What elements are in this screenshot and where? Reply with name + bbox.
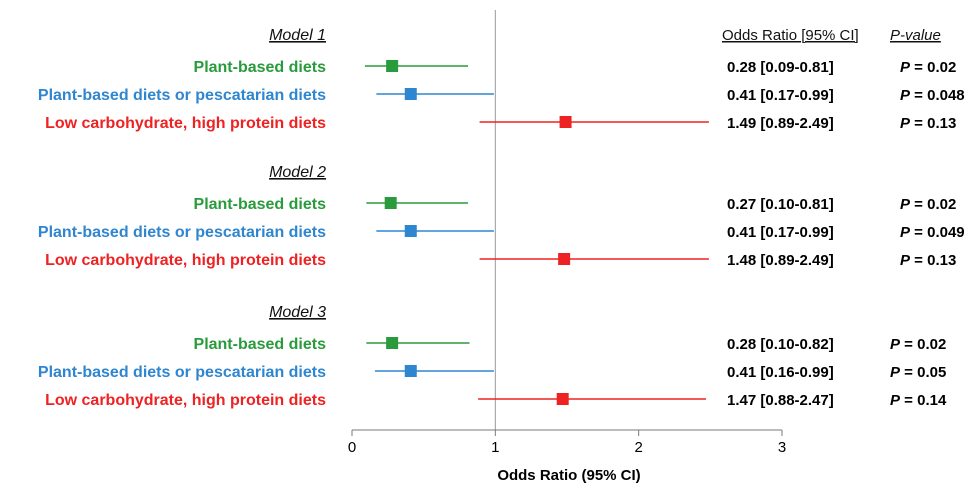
odds-ratio-value: 0.27 [0.10-0.81] (727, 196, 834, 213)
p-value: P = 0.05 (890, 364, 946, 381)
point-estimate (386, 60, 399, 72)
odds-ratio-value: 1.49 [0.89-2.49] (727, 115, 834, 132)
p-value: P = 0.02 (890, 336, 946, 353)
point-estimate (384, 197, 397, 209)
point-estimate (386, 337, 399, 349)
row-label: Low carbohydrate, high protein diets (45, 392, 326, 409)
odds-ratio-value: 0.41 [0.16-0.99] (727, 364, 834, 381)
point-estimate (556, 393, 569, 405)
p-value: P = 0.02 (900, 196, 956, 213)
x-tick-label: 1 (491, 439, 499, 456)
row-label: Plant-based diets or pescatarian diets (38, 224, 326, 241)
p-column-header: P-value (890, 27, 941, 44)
row-label: Plant-based diets (194, 196, 327, 213)
p-value: P = 0.13 (900, 115, 956, 132)
p-value: P = 0.02 (900, 59, 956, 76)
row-label: Plant-based diets or pescatarian diets (38, 87, 326, 104)
p-value: P = 0.049 (900, 224, 965, 241)
p-value: P = 0.048 (900, 87, 965, 104)
x-tick-label: 3 (778, 439, 786, 456)
x-axis-title: Odds Ratio (95% CI) (497, 467, 640, 484)
odds-ratio-value: 1.47 [0.88-2.47] (727, 392, 834, 409)
model-heading: Model 3 (269, 304, 326, 321)
row-label: Low carbohydrate, high protein diets (45, 115, 326, 132)
point-estimate (404, 225, 417, 237)
p-value: P = 0.14 (890, 392, 947, 409)
p-value: P = 0.13 (900, 252, 956, 269)
row-label: Plant-based diets or pescatarian diets (38, 364, 326, 381)
row-label: Plant-based diets (194, 59, 327, 76)
odds-ratio-value: 1.48 [0.89-2.49] (727, 252, 834, 269)
point-estimate (404, 365, 417, 377)
odds-ratio-value: 0.28 [0.09-0.81] (727, 59, 834, 76)
or-column-header: Odds Ratio [95% CI] (722, 27, 859, 44)
odds-ratio-value: 0.41 [0.17-0.99] (727, 87, 834, 104)
row-label: Plant-based diets (194, 336, 327, 353)
model-heading: Model 2 (269, 164, 326, 181)
point-estimate (558, 253, 571, 265)
model-heading: Model 1 (269, 27, 326, 44)
odds-ratio-value: 0.41 [0.17-0.99] (727, 224, 834, 241)
x-tick-label: 0 (348, 439, 356, 456)
row-label: Low carbohydrate, high protein diets (45, 252, 326, 269)
odds-ratio-value: 0.28 [0.10-0.82] (727, 336, 834, 353)
x-tick-label: 2 (634, 439, 642, 456)
point-estimate (559, 116, 572, 128)
point-estimate (404, 88, 417, 100)
